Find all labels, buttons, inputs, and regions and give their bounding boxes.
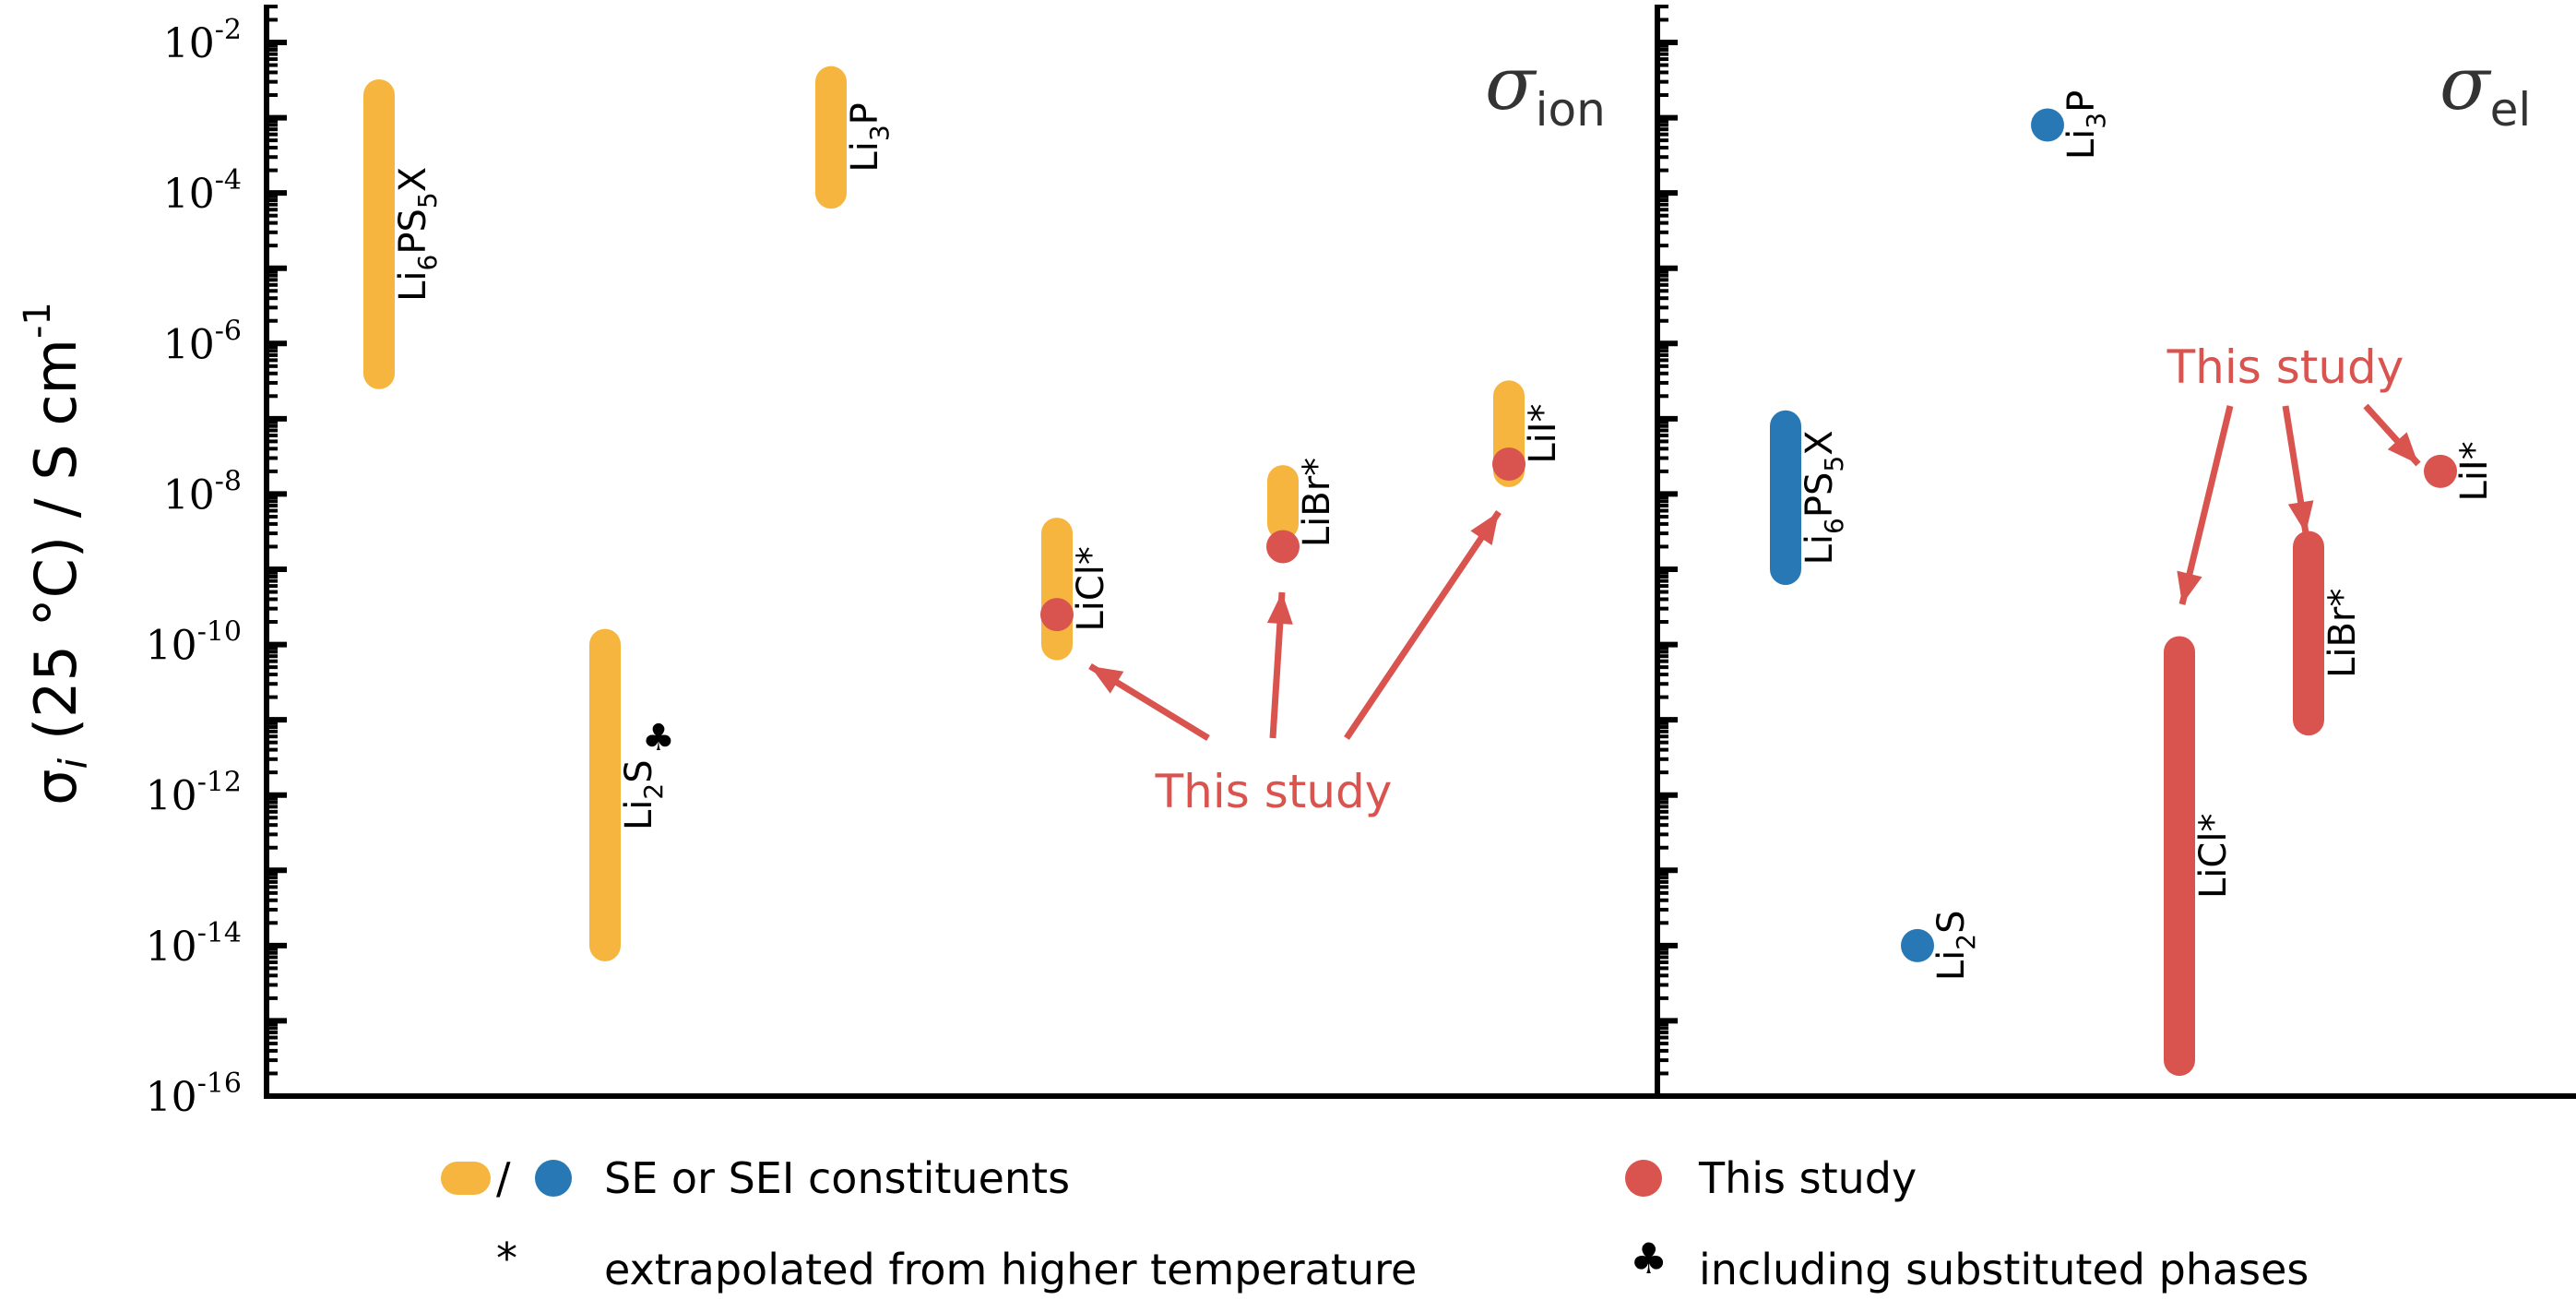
- panel-title-el: σel: [2439, 41, 2531, 137]
- legend-club-symbol: ♣: [1630, 1234, 1668, 1283]
- label-el-p0: Li3P: [2060, 90, 2111, 160]
- arrow-ion-lii: [1344, 510, 1502, 740]
- legend-se-label: SE or SEI constituents: [604, 1153, 1070, 1203]
- label-ion-3: LiCl*: [1070, 546, 1112, 631]
- point-ion-2: [1492, 447, 1525, 481]
- legend-slash: /: [496, 1153, 511, 1203]
- panel-title-ion: σion: [1485, 41, 1606, 137]
- point-el-1: [1901, 928, 1934, 962]
- y-tick-label: 10-2: [163, 14, 242, 67]
- label-ion-0: Li6PS5X: [392, 167, 443, 302]
- point-el-0: [2031, 108, 2064, 142]
- arrow-el-licl-head: [2177, 570, 2202, 604]
- label-el-p1: Li2S: [1930, 911, 1981, 982]
- y-tick-label: 10-8: [163, 465, 242, 519]
- label-el-1: LiCl*: [2192, 814, 2235, 899]
- y-axis-label: σi (25 °C) / S cm-1: [17, 302, 96, 805]
- chart-labels: Li6PS5XLi3PLi2S♣LiCl*LiBr*LiI*Li6PS5XLiC…: [392, 90, 2496, 981]
- axes: [264, 5, 2576, 1099]
- tick-marks: [267, 5, 1678, 1099]
- legend: / SE or SEI constituents This study * ex…: [441, 1153, 2309, 1294]
- annotation-arrows: [1088, 403, 2421, 741]
- annotation-this-study-el: This study: [2166, 340, 2404, 394]
- label-ion-2: Li2S: [618, 759, 669, 830]
- y-tick-labels: 10-16 10-14 10-12 10-10 10-8 10-6 10-4 10-2: [146, 14, 242, 1121]
- legend-asterisk-label: extrapolated from higher temperature: [604, 1245, 1417, 1294]
- label-el-0: Li6PS5X: [1798, 430, 1849, 565]
- y-tick-label: 10-6: [163, 315, 242, 368]
- arrow-ion-libr-head: [1266, 592, 1293, 625]
- point-ion-0: [1040, 598, 1074, 632]
- y-tick-label: 10-16: [146, 1067, 242, 1121]
- label-el-p2: LiI*: [2453, 441, 2496, 501]
- label-ion-1: Li3P: [844, 102, 895, 172]
- legend-red-swatch: [1625, 1160, 1662, 1197]
- y-tick-label: 10-14: [146, 917, 242, 971]
- bar-mark-ion-2: ♣: [642, 717, 675, 759]
- y-tick-label: 10-10: [146, 616, 242, 670]
- arrow-el-lii-head: [2387, 432, 2418, 464]
- y-tick-label: 10-12: [146, 767, 242, 820]
- y-tick-label: 10-4: [163, 164, 242, 218]
- chart-marks: [363, 66, 2457, 1077]
- point-el-2: [2424, 454, 2457, 488]
- label-ion-4: LiBr*: [1296, 458, 1338, 547]
- legend-club-label: including substituted phases: [1699, 1245, 2309, 1294]
- legend-asterisk-symbol: *: [496, 1234, 517, 1283]
- legend-blue-swatch: [535, 1160, 572, 1197]
- arrow-el-libr-head: [2287, 500, 2314, 533]
- arrow-el-licl: [2178, 405, 2234, 605]
- annotation-this-study-ion: This study: [1155, 765, 1393, 818]
- arrow-ion-licl-head: [1090, 666, 1124, 694]
- label-ion-5: LiI*: [1522, 403, 1564, 463]
- legend-study-label: This study: [1698, 1153, 1917, 1203]
- point-ion-1: [1266, 530, 1300, 564]
- arrow-ion-lii-head: [1470, 512, 1499, 546]
- label-el-2: LiBr*: [2321, 589, 2364, 678]
